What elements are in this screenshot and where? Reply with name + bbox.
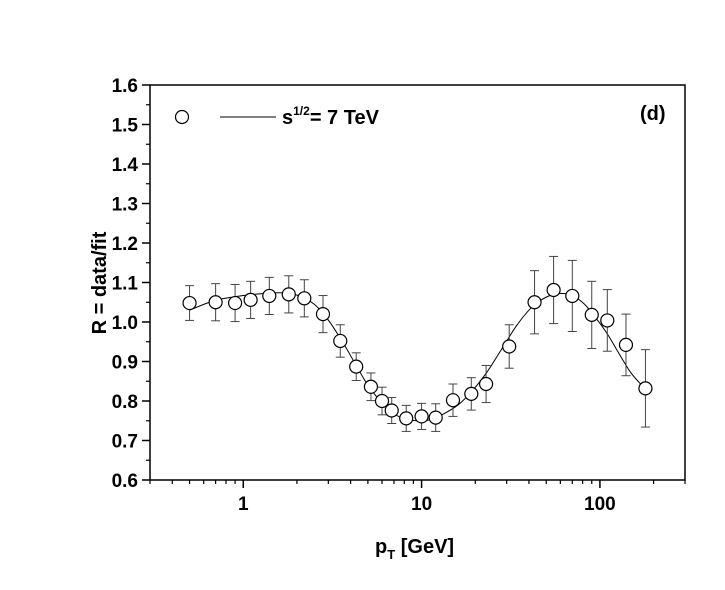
x-tick-label: 10 bbox=[411, 494, 432, 515]
data-point bbox=[600, 313, 615, 328]
legend: s1/2= 7 TeV bbox=[174, 104, 380, 129]
y-tick-label: 1.5 bbox=[112, 116, 139, 137]
fit-curve bbox=[189, 292, 646, 422]
data-point bbox=[399, 411, 414, 426]
data-point bbox=[464, 386, 479, 401]
data-point bbox=[349, 359, 364, 374]
data-point bbox=[243, 292, 258, 307]
data-point bbox=[584, 307, 599, 322]
y-tick-label: 1.4 bbox=[112, 155, 139, 176]
y-axis-title: R = data/fit bbox=[89, 231, 111, 334]
data-point bbox=[363, 379, 379, 394]
data-point bbox=[384, 403, 399, 418]
data-point bbox=[333, 333, 348, 349]
data-point bbox=[618, 337, 634, 353]
data-point bbox=[208, 295, 223, 310]
data-point bbox=[478, 376, 494, 392]
data-point bbox=[297, 291, 312, 306]
ticks bbox=[142, 84, 686, 488]
tick-labels: 0.6 0.7 0.8 0.9 1.0 1.1 1.2 1.3 1.4 1.5 1.6 1 10 100 bbox=[112, 76, 616, 515]
y-tick-label: 1.0 bbox=[112, 313, 138, 334]
data-point bbox=[546, 282, 561, 298]
data-point bbox=[527, 295, 542, 310]
legend-text-main: s bbox=[282, 107, 293, 129]
y-tick-label: 1.1 bbox=[112, 274, 139, 295]
data-point bbox=[414, 409, 429, 424]
fit-layer bbox=[189, 292, 646, 422]
x-axis-title-main: p bbox=[375, 536, 387, 558]
data-point bbox=[638, 381, 653, 396]
data-point bbox=[315, 307, 331, 322]
data-point bbox=[565, 288, 580, 304]
x-axis-title-rest: [GeV] bbox=[395, 536, 454, 558]
y-tick-label: 0.7 bbox=[112, 432, 138, 453]
legend-text-sup: 1/2 bbox=[293, 104, 310, 118]
data-point bbox=[262, 288, 277, 304]
x-axis-title: pT [GeV] bbox=[375, 536, 454, 562]
legend-marker bbox=[174, 109, 190, 125]
y-tick-label: 0.6 bbox=[112, 471, 138, 492]
data-point bbox=[182, 295, 197, 311]
data-point bbox=[428, 410, 443, 425]
data-point bbox=[445, 393, 461, 408]
data-point bbox=[227, 295, 243, 311]
y-tick-label: 0.9 bbox=[112, 353, 138, 374]
legend-label: s1/2= 7 TeV bbox=[282, 104, 380, 129]
panel-label: (d) bbox=[640, 103, 666, 125]
y-tick-label: 0.8 bbox=[112, 392, 138, 413]
points-layer bbox=[182, 255, 653, 432]
data-point bbox=[281, 287, 296, 302]
x-axis-title-sub: T bbox=[387, 547, 395, 562]
y-tick-label: 1.3 bbox=[112, 195, 138, 216]
legend-text-rest: = 7 TeV bbox=[310, 107, 380, 129]
y-tick-label: 1.6 bbox=[112, 76, 138, 97]
data-point bbox=[502, 339, 517, 354]
x-tick-label: 1 bbox=[238, 494, 249, 515]
y-tick-label: 1.2 bbox=[112, 234, 138, 255]
data-point bbox=[374, 393, 390, 409]
x-tick-label: 100 bbox=[584, 494, 616, 515]
